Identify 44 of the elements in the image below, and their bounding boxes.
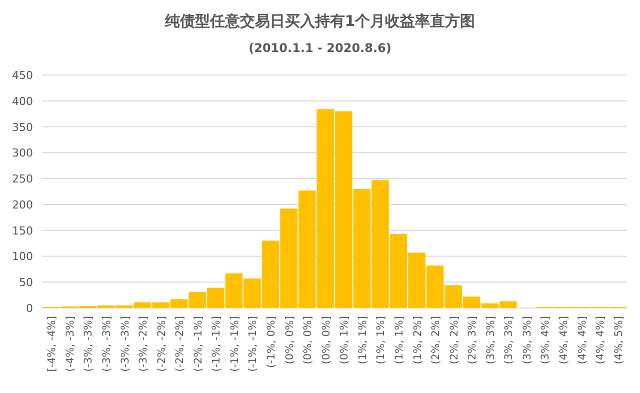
y-tick-label: 0 [26,302,33,315]
x-tick-label: (1%, 1%] [356,316,369,364]
x-tick-label: (-1%, -1%] [247,316,260,372]
x-tick-label: (-1%, -1%] [228,316,241,372]
x-tick-label: (2%, 2%] [430,316,442,364]
x-tick-label: (3%, 3%] [521,316,534,364]
chart-subtitle: (2010.1.1 - 2020.8.6) [248,41,392,55]
y-tick-label: 400 [12,94,33,108]
x-tick-label: (-3%, -2%] [138,316,150,372]
x-tick-label: (-3%, -3%] [100,316,113,372]
x-tick-label: (-3%, -3%] [82,316,95,372]
chart-title: 纯债型任意交易日买入持有1个月收益率直方图 [164,12,476,30]
x-tick-label: (4%, 4%] [576,316,588,364]
y-tick-label: 200 [12,198,33,212]
x-tick-label: (0%, 0%] [320,316,332,364]
x-tick-label: [-4%, -4%] [46,316,58,372]
x-tick-label: (-1%, 0%] [266,316,278,368]
x-tick-label: (-2%, -2%] [156,316,168,372]
y-tick-label: 350 [12,120,33,134]
y-tick-label: 300 [12,146,33,160]
y-tick-label: 450 [12,69,33,82]
x-tick-label: (1%, 1%] [393,316,406,364]
x-tick-label: (3%, 3%] [484,316,497,364]
x-tick-label: (-3%, -3%] [119,316,132,372]
x-tick-label: (2%, 3%] [466,316,479,364]
x-tick-label: (1%, 1%] [375,316,388,364]
x-tick-label: (-1%, -1%] [210,316,223,372]
x-tick-label: (-2%, -2%] [174,316,186,372]
x-tick-label: (4%, 5%] [612,316,625,364]
x-tick-label: (3%, 3%] [503,316,516,364]
x-tick-label: (1%, 2%] [412,316,424,364]
y-tick-label: 250 [12,172,33,186]
x-tick-label: (0%, 1%] [338,316,351,364]
y-tick-label: 50 [19,276,33,290]
x-tick-label: (0%, 0%] [302,316,314,364]
x-tick-label: (0%, 0%] [284,316,296,364]
x-tick-label: (-4%, -3%] [64,316,76,372]
y-tick-label: 150 [12,224,33,238]
y-tick-label: 100 [12,250,33,264]
x-tick-label: (4%, 4%] [558,316,570,364]
x-tick-label: (3%, 4%] [540,316,552,364]
x-tick-label: (4%, 4%] [594,316,607,364]
x-tick-label: (2%, 2%] [448,316,460,364]
x-tick-label: (-2%, -1%] [192,316,204,372]
